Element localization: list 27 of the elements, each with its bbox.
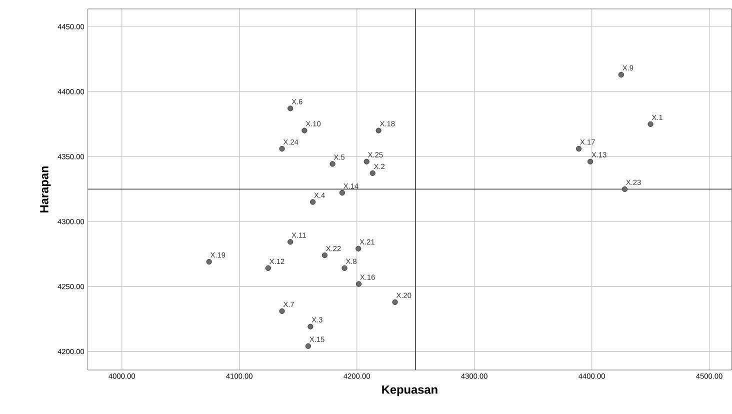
point xyxy=(376,128,382,134)
y-axis-title: Harapan xyxy=(40,166,51,213)
point xyxy=(648,122,654,128)
point xyxy=(302,128,308,134)
point xyxy=(308,324,314,330)
point xyxy=(576,146,582,152)
point xyxy=(587,158,594,165)
point xyxy=(356,246,362,252)
point xyxy=(279,308,285,314)
point xyxy=(330,161,336,167)
point xyxy=(364,158,370,165)
point xyxy=(370,170,376,176)
point xyxy=(206,259,212,265)
point xyxy=(356,281,362,287)
point xyxy=(288,239,294,245)
point xyxy=(265,265,271,272)
point xyxy=(392,300,398,306)
point xyxy=(339,190,345,196)
point xyxy=(279,146,285,152)
point xyxy=(305,343,312,350)
point xyxy=(622,186,628,192)
point xyxy=(310,199,316,205)
point xyxy=(342,265,348,272)
point xyxy=(322,252,328,258)
point xyxy=(618,72,624,78)
point xyxy=(288,106,294,112)
x-axis-title: Kepuasan xyxy=(382,386,438,396)
